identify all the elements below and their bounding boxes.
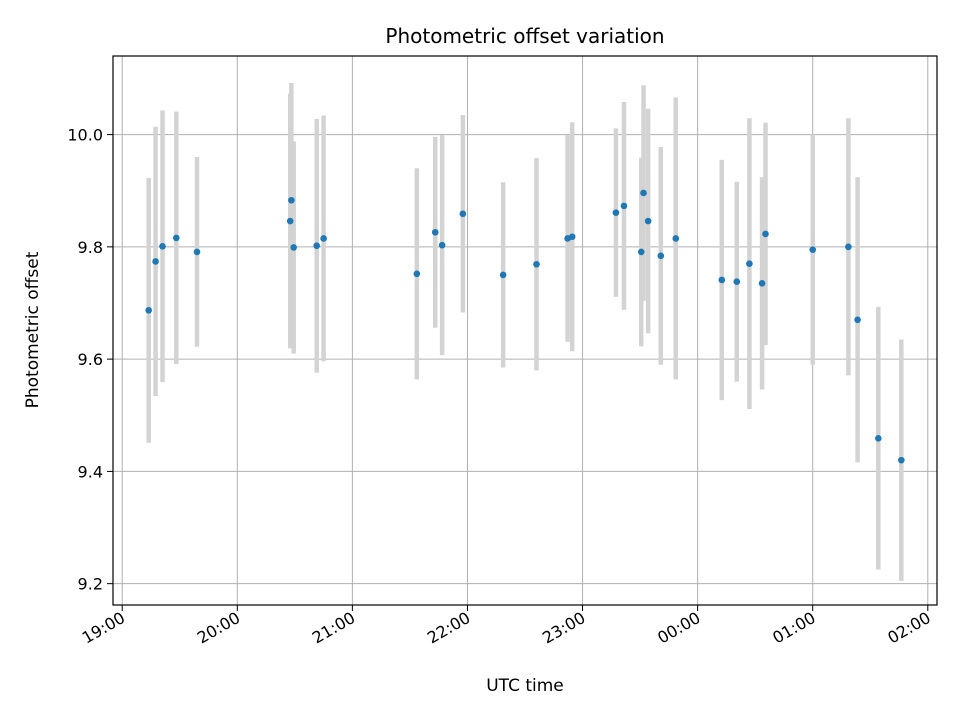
data-point (746, 260, 753, 267)
data-point (152, 258, 159, 265)
data-point (290, 244, 297, 251)
data-point (533, 260, 540, 268)
y-tick-label: 9.4 (78, 462, 103, 481)
y-tick-label: 10.0 (67, 126, 103, 145)
data-point (159, 242, 166, 250)
data-point (672, 235, 680, 242)
data-point (644, 217, 652, 225)
plot-frame (112, 55, 938, 606)
data-point (733, 278, 741, 285)
x-axis-label: UTC time (486, 676, 564, 696)
data-point (286, 217, 294, 225)
data-point (637, 248, 645, 256)
data-point (288, 196, 295, 204)
data-points (145, 189, 905, 464)
data-point (193, 248, 201, 256)
chart-title: Photometric offset variation (385, 24, 664, 48)
data-point (762, 230, 769, 238)
data-point (854, 316, 861, 324)
data-point (568, 233, 576, 241)
data-point (313, 242, 320, 250)
data-point (499, 271, 507, 279)
data-point (145, 306, 152, 314)
data-point (431, 228, 439, 236)
data-point (758, 280, 766, 287)
y-tick-label: 9.2 (78, 575, 103, 594)
y-tick-label: 9.8 (78, 238, 103, 257)
data-point (172, 234, 180, 242)
data-point (875, 434, 882, 442)
data-point (718, 276, 726, 284)
data-point (320, 235, 327, 242)
data-point (459, 210, 467, 218)
data-point (640, 189, 647, 197)
data-point (620, 202, 628, 210)
data-point (438, 241, 446, 249)
data-point (413, 270, 421, 278)
y-tick-label: 9.6 (78, 350, 103, 369)
data-point (809, 246, 817, 253)
grid (113, 56, 937, 605)
data-point (898, 456, 905, 464)
data-point (612, 209, 620, 216)
data-point (657, 252, 665, 260)
data-point (845, 243, 852, 251)
y-axis-label: Photometric offset (23, 251, 43, 408)
